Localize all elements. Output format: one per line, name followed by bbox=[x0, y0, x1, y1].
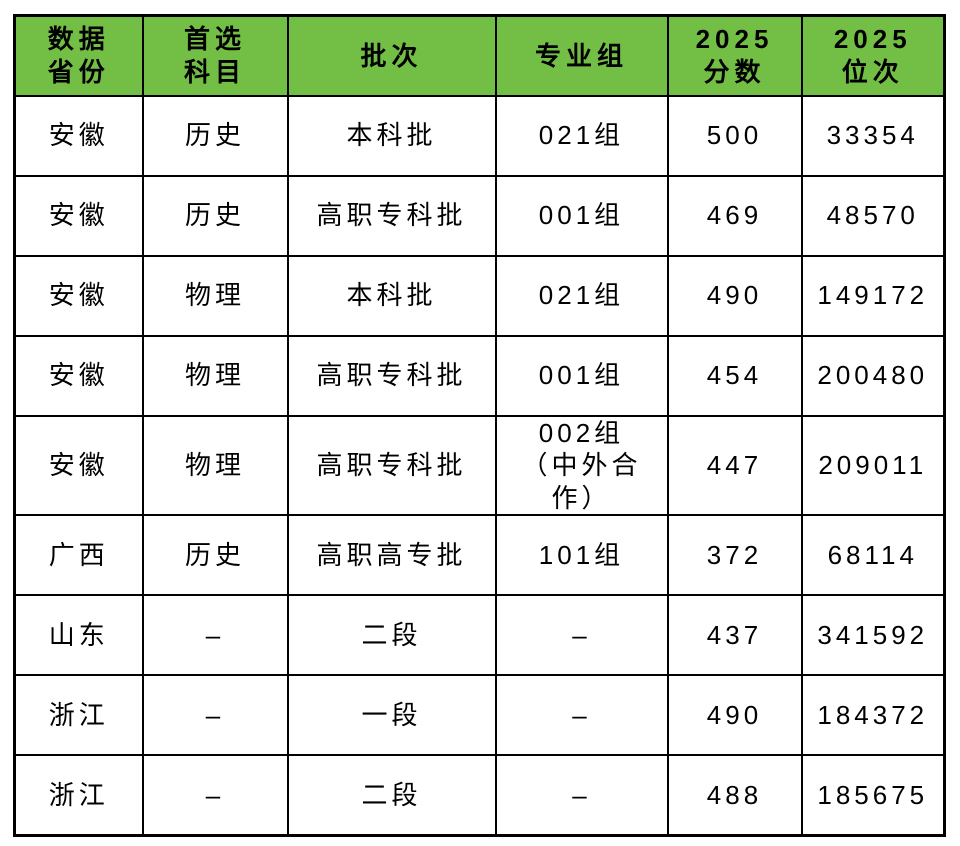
table-row: 安徽 物理 高职专科批 002组 （中外合作） 447 209011 bbox=[13, 414, 946, 516]
cell-rank-2025: 341592 bbox=[800, 594, 946, 676]
cell-batch: 高职专科批 bbox=[286, 414, 497, 516]
table-row: 浙江 – 一段 – 490 184372 bbox=[13, 674, 946, 756]
cell-rank-2025: 149172 bbox=[800, 254, 946, 337]
cell-batch: 一段 bbox=[286, 674, 497, 756]
cell-score-2025: 488 bbox=[666, 754, 803, 836]
table-header: 数据 省份 首选 科目 批次 专业组 2025 分数 2025 位次 bbox=[13, 14, 946, 97]
cell-subject: 物理 bbox=[141, 334, 289, 417]
table-row: 安徽 历史 本科批 021组 500 33354 bbox=[13, 94, 946, 177]
admission-score-table: 数据 省份 首选 科目 批次 专业组 2025 分数 2025 位次 安徽 历史… bbox=[13, 14, 946, 837]
cell-subject: 物理 bbox=[141, 414, 289, 516]
cell-rank-2025: 185675 bbox=[800, 754, 946, 836]
cell-subject: – bbox=[141, 594, 289, 676]
cell-subject: – bbox=[141, 754, 289, 836]
table-row: 山东 – 二段 – 437 341592 bbox=[13, 594, 946, 676]
cell-major-group: 001组 bbox=[494, 174, 669, 257]
cell-province: 安徽 bbox=[13, 334, 144, 417]
cell-subject: 历史 bbox=[141, 174, 289, 257]
cell-rank-2025: 48570 bbox=[800, 174, 946, 257]
cell-subject: 历史 bbox=[141, 514, 289, 596]
table-row: 安徽 历史 高职专科批 001组 469 48570 bbox=[13, 174, 946, 257]
cell-province: 山东 bbox=[13, 594, 144, 676]
cell-score-2025: 454 bbox=[666, 334, 803, 417]
cell-batch: 高职专科批 bbox=[286, 174, 497, 257]
table-row: 浙江 – 二段 – 488 185675 bbox=[13, 754, 946, 836]
cell-province: 浙江 bbox=[13, 754, 144, 836]
column-header-batch: 批次 bbox=[286, 14, 497, 97]
cell-province: 安徽 bbox=[13, 174, 144, 257]
cell-major-group: 002组 （中外合作） bbox=[494, 414, 669, 516]
cell-score-2025: 372 bbox=[666, 514, 803, 596]
table-row: 安徽 物理 本科批 021组 490 149172 bbox=[13, 254, 946, 337]
cell-score-2025: 447 bbox=[666, 414, 803, 516]
cell-batch: 高职专科批 bbox=[286, 334, 497, 417]
cell-rank-2025: 184372 bbox=[800, 674, 946, 756]
cell-subject: – bbox=[141, 674, 289, 756]
table-row: 安徽 物理 高职专科批 001组 454 200480 bbox=[13, 334, 946, 417]
column-header-rank-2025: 2025 位次 bbox=[800, 14, 946, 97]
cell-batch: 二段 bbox=[286, 594, 497, 676]
cell-major-group: – bbox=[494, 594, 669, 676]
cell-rank-2025: 68114 bbox=[800, 514, 946, 596]
column-header-subject: 首选 科目 bbox=[141, 14, 289, 97]
column-header-score-2025: 2025 分数 bbox=[666, 14, 803, 97]
cell-subject: 历史 bbox=[141, 94, 289, 177]
cell-rank-2025: 200480 bbox=[800, 334, 946, 417]
table-body: 安徽 历史 本科批 021组 500 33354 安徽 历史 高职专科批 001… bbox=[13, 94, 946, 836]
cell-major-group: 001组 bbox=[494, 334, 669, 417]
cell-batch: 二段 bbox=[286, 754, 497, 836]
header-row: 数据 省份 首选 科目 批次 专业组 2025 分数 2025 位次 bbox=[13, 14, 946, 97]
cell-major-group: 021组 bbox=[494, 254, 669, 337]
cell-score-2025: 437 bbox=[666, 594, 803, 676]
cell-province: 广西 bbox=[13, 514, 144, 596]
cell-score-2025: 490 bbox=[666, 254, 803, 337]
cell-major-group: – bbox=[494, 674, 669, 756]
column-header-major-group: 专业组 bbox=[494, 14, 669, 97]
column-header-province: 数据 省份 bbox=[13, 14, 144, 97]
cell-score-2025: 490 bbox=[666, 674, 803, 756]
cell-rank-2025: 209011 bbox=[800, 414, 946, 516]
cell-province: 安徽 bbox=[13, 254, 144, 337]
cell-batch: 本科批 bbox=[286, 254, 497, 337]
cell-subject: 物理 bbox=[141, 254, 289, 337]
cell-major-group: 021组 bbox=[494, 94, 669, 177]
cell-major-group: – bbox=[494, 754, 669, 836]
table-row: 广西 历史 高职高专批 101组 372 68114 bbox=[13, 514, 946, 596]
cell-score-2025: 469 bbox=[666, 174, 803, 257]
cell-province: 安徽 bbox=[13, 94, 144, 177]
cell-province: 安徽 bbox=[13, 414, 144, 516]
cell-batch: 高职高专批 bbox=[286, 514, 497, 596]
cell-province: 浙江 bbox=[13, 674, 144, 756]
cell-major-group: 101组 bbox=[494, 514, 669, 596]
cell-rank-2025: 33354 bbox=[800, 94, 946, 177]
cell-batch: 本科批 bbox=[286, 94, 497, 177]
cell-score-2025: 500 bbox=[666, 94, 803, 177]
